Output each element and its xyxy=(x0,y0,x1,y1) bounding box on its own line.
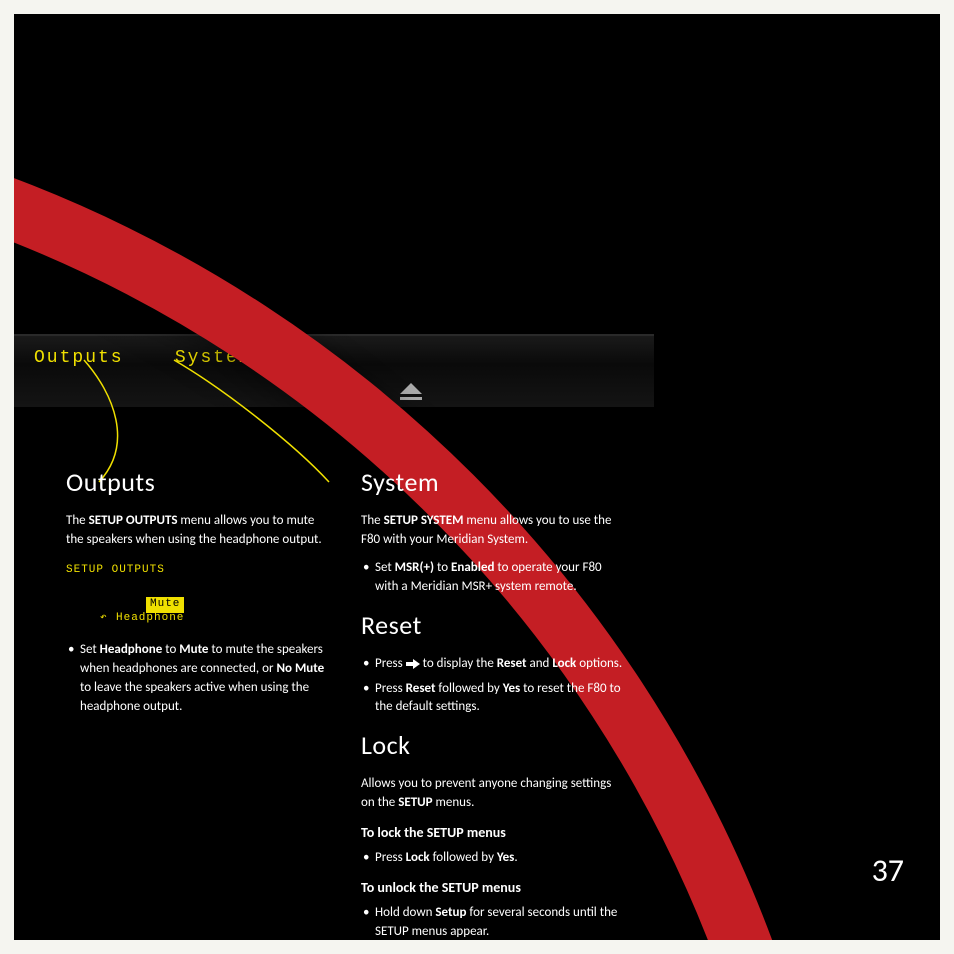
txt: to xyxy=(434,560,451,575)
txt-bold: SETUP OUTPUTS xyxy=(89,513,178,528)
system-bullet-1: Set MSR(+) to Enabled to operate your F8… xyxy=(361,559,626,597)
txt: Press xyxy=(375,656,406,671)
txt-bold: Yes xyxy=(503,681,520,696)
heading-system: System xyxy=(361,464,626,502)
txt-bold: No Mute xyxy=(276,661,324,676)
col-outputs: Outputs The SETUP OUTPUTS menu allows yo… xyxy=(66,464,331,940)
system-intro: The SETUP SYSTEM menu allows you to use … xyxy=(361,512,626,550)
setup-outputs-label: SETUP OUTPUTS xyxy=(66,563,331,579)
lock-bullets-2: Hold down Setup for several seconds unti… xyxy=(361,904,626,940)
txt-bold: Setup xyxy=(435,905,466,920)
txt: followed by xyxy=(435,681,502,696)
txt-bold: Reset xyxy=(497,656,527,671)
reset-bullet-1: Press to display the Reset and Lock opti… xyxy=(361,655,626,676)
txt-bold: Reset xyxy=(406,681,436,696)
txt: Set xyxy=(375,560,395,575)
txt-bold: Yes xyxy=(497,850,514,865)
lock-subhead-2: To unlock the SETUP menus xyxy=(361,878,626,898)
heading-outputs: Outputs xyxy=(66,464,331,502)
txt: menus. xyxy=(433,795,475,810)
heading-lock: Lock xyxy=(361,727,626,765)
heading-reset: Reset xyxy=(361,607,626,645)
txt: Press xyxy=(375,681,406,696)
mini-display: Mute ↶ Headphone xyxy=(66,585,236,627)
txt: to display the xyxy=(420,656,497,671)
lock-intro: Allows you to prevent anyone changing se… xyxy=(361,775,626,813)
txt-bold: Lock xyxy=(406,850,430,865)
txt: to xyxy=(162,642,179,657)
back-arrow-icon: ↶ xyxy=(100,611,108,627)
content-columns: Outputs The SETUP OUTPUTS menu allows yo… xyxy=(66,464,626,940)
txt: Press xyxy=(375,850,406,865)
txt: followed by xyxy=(430,850,497,865)
txt: The xyxy=(361,513,384,528)
txt-bold: SETUP xyxy=(398,795,432,810)
lock-bullet-1: Press Lock followed by Yes. xyxy=(361,849,626,868)
arrow-right-icon xyxy=(406,657,420,676)
txt-bold: MSR(+) xyxy=(395,560,434,575)
txt-bold: SETUP SYSTEM xyxy=(384,513,464,528)
txt-bold: Lock xyxy=(552,656,576,671)
page-number: 37 xyxy=(872,851,904,890)
reset-bullet-2: Press Reset followed by Yes to reset the… xyxy=(361,680,626,718)
txt: and xyxy=(527,656,553,671)
system-bullets: Set MSR(+) to Enabled to operate your F8… xyxy=(361,559,626,597)
txt-bold: Headphone xyxy=(100,642,163,657)
txt: . xyxy=(514,850,517,865)
txt: Set xyxy=(80,642,100,657)
txt-bold: Mute xyxy=(179,642,208,657)
txt: Hold down xyxy=(375,905,435,920)
mini-headphone: Headphone xyxy=(116,611,184,627)
outputs-bullets: Set Headphone to Mute to mute the speake… xyxy=(66,641,331,716)
reset-bullets: Press to display the Reset and Lock opti… xyxy=(361,655,626,718)
lock-subhead-1: To lock the SETUP menus xyxy=(361,823,626,843)
txt: The xyxy=(66,513,89,528)
txt: options. xyxy=(576,656,622,671)
lock-bullet-2: Hold down Setup for several seconds unti… xyxy=(361,904,626,940)
col-system-reset-lock: System The SETUP SYSTEM menu allows you … xyxy=(361,464,626,940)
manual-page: Outputs System Outputs The xyxy=(14,14,940,940)
outputs-intro: The SETUP OUTPUTS menu allows you to mut… xyxy=(66,512,331,550)
lock-bullets-1: Press Lock followed by Yes. xyxy=(361,849,626,868)
txt-bold: Enabled xyxy=(451,560,494,575)
txt: to leave the speakers active when using … xyxy=(80,680,309,714)
outputs-bullet-1: Set Headphone to Mute to mute the speake… xyxy=(66,641,331,716)
